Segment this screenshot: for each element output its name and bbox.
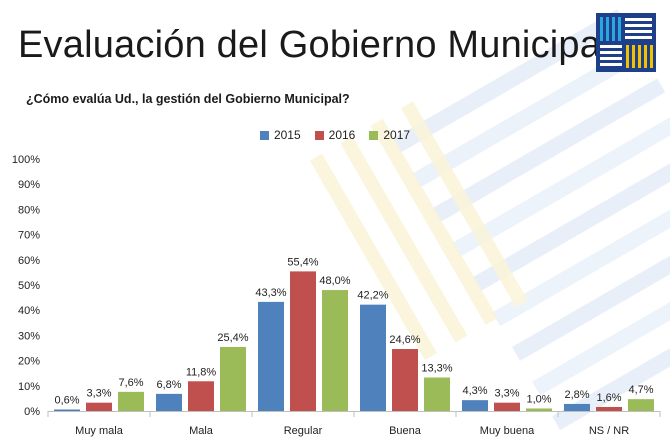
- bar-2017-mala: [220, 346, 246, 411]
- x-tick-label: Regular: [284, 425, 323, 437]
- x-tick-label: Mala: [189, 425, 214, 437]
- y-tick-label: 70%: [18, 230, 40, 242]
- bar-data-label: 4,3%: [462, 385, 487, 397]
- bar-data-label: 24,6%: [389, 334, 420, 346]
- legend-swatch: [369, 130, 379, 140]
- bar-2017-muy-mala: [118, 391, 144, 411]
- bar-2016-muy-mala: [86, 402, 112, 411]
- bar-data-label: 13,3%: [421, 362, 452, 374]
- y-tick-label: 40%: [18, 305, 40, 317]
- striped-square-logo-icon: [596, 13, 656, 72]
- bar-data-label: 42,2%: [357, 290, 388, 302]
- bar-2016-buena: [392, 349, 418, 411]
- legend-item-2017: 2017: [369, 128, 410, 142]
- legend-swatch: [314, 130, 324, 140]
- y-tick-label: 10%: [18, 381, 40, 393]
- bar-data-label: 11,8%: [186, 366, 217, 378]
- bar-data-label: 55,4%: [287, 256, 318, 268]
- bar-data-label: 2,8%: [564, 389, 589, 401]
- chart-question: ¿Cómo evalúa Ud., la gestión del Gobiern…: [26, 92, 350, 106]
- y-tick-label: 30%: [18, 330, 40, 342]
- bar-2015-muy-buena: [462, 400, 488, 411]
- bar-data-label: 0,6%: [54, 394, 79, 406]
- x-tick-label: Muy mala: [75, 425, 124, 437]
- bar-2017-muy-buena: [526, 408, 552, 411]
- bar-data-label: 4,7%: [628, 384, 653, 396]
- bar-2017-buena: [424, 377, 450, 411]
- bar-data-label: 1,6%: [596, 392, 621, 404]
- bar-2015-ns-nr: [564, 403, 590, 411]
- y-tick-label: 0%: [24, 406, 40, 418]
- legend-item-2016: 2016: [314, 128, 356, 142]
- bar-data-label: 43,3%: [255, 287, 286, 299]
- bar-data-label: 25,4%: [217, 332, 248, 344]
- bar-data-label: 3,3%: [86, 388, 111, 400]
- legend-label: 2017: [383, 128, 411, 142]
- bar-2017-regular: [322, 290, 348, 411]
- bar-2015-mala: [156, 393, 182, 411]
- bar-2017-ns-nr: [628, 399, 654, 411]
- bar-2015-buena: [360, 304, 386, 411]
- y-tick-label: 50%: [18, 280, 40, 292]
- bar-2015-muy-mala: [54, 409, 80, 411]
- bar-data-label: 3,3%: [494, 388, 519, 400]
- legend-swatch: [259, 130, 269, 140]
- x-tick-label: NS / NR: [589, 425, 629, 437]
- bar-2015-regular: [258, 301, 284, 411]
- x-tick-label: Muy buena: [480, 425, 535, 437]
- y-tick-label: 100%: [12, 154, 40, 166]
- bar-2016-ns-nr: [596, 406, 622, 411]
- y-tick-label: 60%: [18, 255, 40, 267]
- bar-data-label: 48,0%: [319, 275, 350, 287]
- logo: [596, 13, 656, 72]
- x-tick-label: Buena: [389, 425, 422, 437]
- legend-label: 2016: [328, 128, 356, 142]
- y-tick-label: 80%: [18, 204, 40, 216]
- bar-data-label: 6,8%: [156, 379, 181, 391]
- bar-data-label: 7,6%: [118, 377, 143, 389]
- legend-item-2015: 2015: [259, 128, 301, 142]
- bar-2016-mala: [188, 381, 214, 411]
- y-tick-label: 90%: [18, 179, 40, 191]
- bar-data-label: 1,0%: [526, 393, 551, 405]
- page-title: Evaluación del Gobierno Municipal: [18, 24, 610, 66]
- y-tick-label: 20%: [18, 356, 40, 368]
- bar-2016-muy-buena: [494, 402, 520, 411]
- chart-legend: 2015 2016 2017: [0, 128, 670, 142]
- bar-2016-regular: [290, 271, 316, 411]
- legend-label: 2015: [273, 128, 301, 142]
